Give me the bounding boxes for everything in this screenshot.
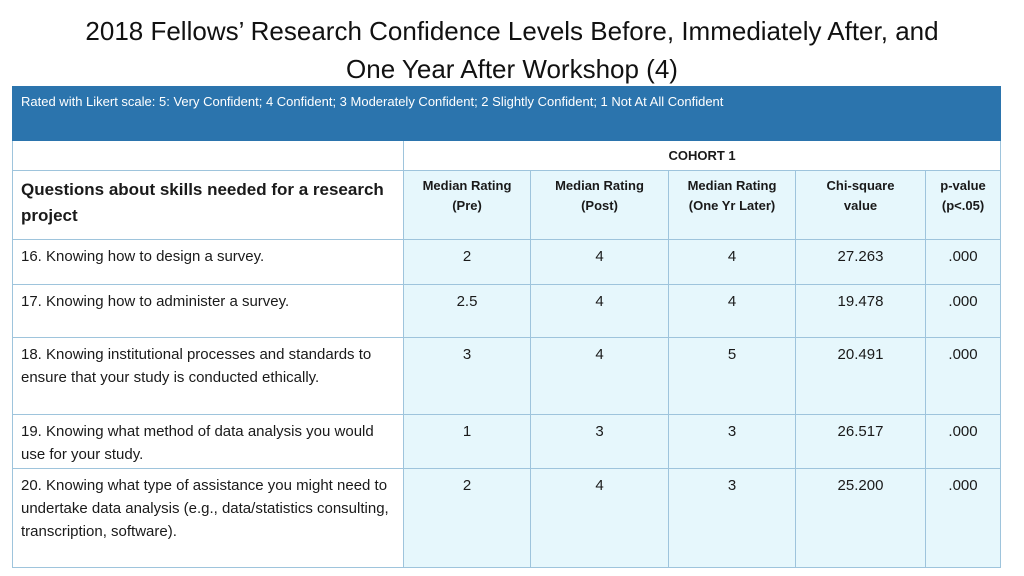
slide-title: 2018 Fellows’ Research Confidence Levels… bbox=[40, 12, 984, 88]
column-header-pre: Median Rating (Pre) bbox=[403, 170, 531, 240]
column-header-line: Median Rating bbox=[422, 178, 512, 193]
results-table: Rated with Likert scale: 5: Very Confide… bbox=[11, 86, 1002, 568]
column-header-line: Median Rating bbox=[555, 178, 644, 193]
blank-header-cell bbox=[12, 140, 404, 171]
column-header-line: (Post) bbox=[581, 198, 618, 213]
column-header-line: (One Yr Later) bbox=[688, 198, 776, 213]
column-header-one-yr-later: Median Rating (One Yr Later) bbox=[668, 170, 796, 240]
column-header-line: Chi-square bbox=[826, 178, 895, 193]
median-pre-cell: 1 bbox=[403, 414, 531, 469]
table-row: 19. Knowing what method of data analysis… bbox=[12, 414, 1002, 469]
median-one-yr-cell: 3 bbox=[668, 414, 796, 469]
median-post-cell: 4 bbox=[530, 284, 669, 338]
p-value-cell: .000 bbox=[924, 337, 1002, 415]
question-column-header: Questions about skills needed for a rese… bbox=[12, 170, 404, 240]
column-header-line: Median Rating bbox=[687, 178, 777, 193]
chi-square-cell: 19.478 bbox=[795, 284, 926, 338]
chi-square-cell: 27.263 bbox=[795, 239, 926, 285]
column-header-chi-square: Chi-square value bbox=[795, 170, 926, 240]
question-cell: 19. Knowing what method of data analysis… bbox=[12, 414, 404, 469]
question-cell: 16. Knowing how to design a survey. bbox=[12, 239, 404, 285]
median-pre-cell: 3 bbox=[403, 337, 531, 415]
median-post-cell: 3 bbox=[530, 414, 669, 469]
table-row: 17. Knowing how to administer a survey. … bbox=[12, 284, 1002, 338]
chi-square-cell: 26.517 bbox=[795, 414, 926, 469]
likert-note-row: Rated with Likert scale: 5: Very Confide… bbox=[11, 86, 1002, 141]
question-cell: 20. Knowing what type of assistance you … bbox=[12, 468, 404, 568]
cohort-label: COHORT 1 bbox=[402, 140, 1002, 171]
median-one-yr-cell: 5 bbox=[668, 337, 796, 415]
column-header-line: p-value bbox=[940, 178, 986, 193]
p-value-cell: .000 bbox=[924, 468, 1002, 568]
chi-square-cell: 20.491 bbox=[795, 337, 926, 415]
likert-scale-note: Rated with Likert scale: 5: Very Confide… bbox=[11, 86, 1002, 141]
chi-square-cell: 25.200 bbox=[795, 468, 926, 568]
question-cell: 17. Knowing how to administer a survey. bbox=[12, 284, 404, 338]
median-pre-cell: 2 bbox=[403, 239, 531, 285]
slide-title-line-1: 2018 Fellows’ Research Confidence Levels… bbox=[85, 16, 939, 46]
median-one-yr-cell: 4 bbox=[668, 284, 796, 338]
median-post-cell: 4 bbox=[530, 468, 669, 568]
median-post-cell: 4 bbox=[530, 337, 669, 415]
column-header-post: Median Rating (Post) bbox=[530, 170, 669, 240]
median-post-cell: 4 bbox=[530, 239, 669, 285]
p-value-cell: .000 bbox=[924, 414, 1002, 469]
question-cell: 18. Knowing institutional processes and … bbox=[12, 337, 404, 415]
median-one-yr-cell: 3 bbox=[668, 468, 796, 568]
table-row: 20. Knowing what type of assistance you … bbox=[12, 468, 1002, 568]
table-row: 18. Knowing institutional processes and … bbox=[12, 337, 1002, 415]
column-header-row: Questions about skills needed for a rese… bbox=[12, 170, 1002, 240]
column-header-line: value bbox=[843, 198, 878, 213]
median-pre-cell: 2 bbox=[403, 468, 531, 568]
column-header-line: (Pre) bbox=[452, 198, 482, 213]
cohort-row: COHORT 1 bbox=[12, 140, 1002, 171]
slide-title-line-2: One Year After Workshop (4) bbox=[346, 54, 678, 84]
p-value-cell: .000 bbox=[924, 239, 1002, 285]
column-header-p-value: p-value (p<.05) bbox=[924, 170, 1002, 240]
p-value-cell: .000 bbox=[924, 284, 1002, 338]
median-pre-cell: 2.5 bbox=[403, 284, 531, 338]
median-one-yr-cell: 4 bbox=[668, 239, 796, 285]
column-header-line: (p<.05) bbox=[941, 198, 985, 213]
table-row: 16. Knowing how to design a survey. 2 4 … bbox=[12, 239, 1002, 285]
